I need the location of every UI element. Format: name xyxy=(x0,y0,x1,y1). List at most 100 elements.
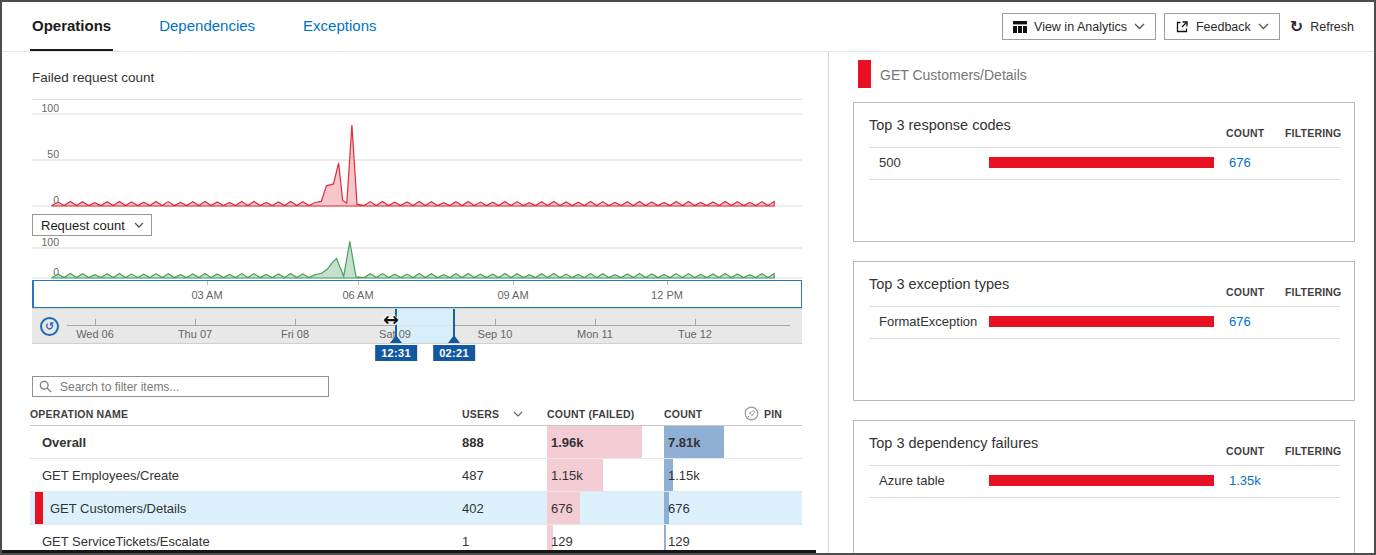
card-title: Top 3 exception types xyxy=(869,276,1009,292)
brush-day-label: Sep 10 xyxy=(478,328,513,340)
divider xyxy=(869,465,1340,466)
card-row-count-link[interactable]: 676 xyxy=(1229,314,1251,329)
count-column-header: COUNT xyxy=(1226,445,1264,457)
brush-handle-end[interactable] xyxy=(453,309,455,343)
brush-day-label: Thu 07 xyxy=(178,328,212,340)
filtering-column-header: FILTERING xyxy=(1285,127,1341,139)
failed-request-chart: 100500 xyxy=(32,99,802,213)
search-box xyxy=(32,376,329,397)
reset-zoom-button[interactable]: ↺ xyxy=(40,317,59,336)
failed-count-value: 1.15k xyxy=(547,468,583,483)
failed-count-value: 1.96k xyxy=(547,435,584,450)
selected-operation-label: GET Customers/Details xyxy=(880,67,1027,83)
top3-card: Top 3 exception types COUNT FILTERING Forma… xyxy=(853,261,1355,401)
filtering-column-header: FILTERING xyxy=(1285,286,1341,298)
refresh-button[interactable]: ↻ Refresh xyxy=(1288,13,1356,40)
divider xyxy=(869,306,1340,307)
axis-tick-label: 12 PM xyxy=(651,289,683,301)
feedback-label: Feedback xyxy=(1196,20,1251,34)
brush-day-label: Wed 06 xyxy=(76,328,114,340)
search-icon xyxy=(39,380,52,393)
header-actions: View in Analytics Feedback ↻ Refresh xyxy=(1002,13,1356,40)
card-row-bar xyxy=(989,475,1214,486)
chevron-down-icon xyxy=(1134,23,1145,30)
operation-name: GET ServiceTickets/Escalate xyxy=(42,534,210,549)
details-panel: GET Customers/Details Top 3 response cod… xyxy=(828,52,1374,553)
tab-dependencies[interactable]: Dependencies xyxy=(157,2,257,51)
app-window: Operations Dependencies Exceptions View in… xyxy=(0,0,1376,555)
table-row[interactable]: GET Customers/Details402676676 xyxy=(30,492,802,525)
feedback-button[interactable]: Feedback xyxy=(1164,13,1280,40)
search-input[interactable] xyxy=(58,379,322,395)
time-axis-box: 03 AM06 AM09 AM12 PM xyxy=(32,280,802,308)
view-in-analytics-button[interactable]: View in Analytics xyxy=(1002,13,1156,40)
card-row-bar xyxy=(989,316,1214,327)
view-in-analytics-label: View in Analytics xyxy=(1034,20,1127,34)
divider xyxy=(869,497,1340,498)
users-value: 487 xyxy=(462,468,484,483)
refresh-label: Refresh xyxy=(1310,20,1354,34)
undo-icon: ↺ xyxy=(45,321,54,332)
users-value: 888 xyxy=(462,435,484,450)
tab-bar: Operations Dependencies Exceptions View in… xyxy=(2,2,1374,52)
brush-day-tick xyxy=(95,319,96,325)
card-row-label: FormatException xyxy=(879,314,977,329)
count-value: 7.81k xyxy=(664,435,701,450)
tab-operations[interactable]: Operations xyxy=(30,2,113,51)
failed-count-value: 129 xyxy=(547,534,573,549)
axis-tick-label: 03 AM xyxy=(191,289,222,301)
request-count-chart: 1000 xyxy=(32,236,802,280)
chevron-down-icon xyxy=(134,222,144,228)
col-operation-name: OPERATION NAME xyxy=(30,408,462,420)
card-row-count-link[interactable]: 676 xyxy=(1229,155,1251,170)
tabs: Operations Dependencies Exceptions xyxy=(30,2,378,51)
axis-tick xyxy=(667,281,668,285)
chevron-down-icon xyxy=(513,411,523,417)
divider xyxy=(869,147,1340,148)
count-column-header: COUNT xyxy=(1226,286,1264,298)
top3-card: Top 3 dependency failuresCOUNTFILTERINGA… xyxy=(853,420,1355,553)
axis-tick xyxy=(358,281,359,285)
table-row[interactable]: GET Employees/Create 487 1.15k 1.15k xyxy=(30,459,802,492)
chevron-down-icon xyxy=(1258,23,1269,30)
axis-tick xyxy=(513,281,514,285)
card-title: Top 3 dependency failures xyxy=(869,435,1038,451)
pin-icon xyxy=(744,406,759,421)
brush-day-tick xyxy=(695,319,696,325)
brush-day-label: Mon 11 xyxy=(577,328,613,340)
table-row[interactable]: Overall 888 1.96k 7.81k xyxy=(30,426,802,459)
tab-exceptions[interactable]: Exceptions xyxy=(301,2,378,51)
table-body: Overall 888 1.96k 7.81k GET Employees/Create… xyxy=(30,426,802,553)
brush-day-tick xyxy=(195,319,196,325)
divider xyxy=(869,179,1340,180)
top3-card: Top 3 response codes COUNT FILTERING 500 676 xyxy=(853,102,1355,242)
count-column-header: COUNT xyxy=(1226,127,1264,139)
brush-end-time-label: 02:21 xyxy=(433,345,475,361)
card-row-bar xyxy=(989,157,1214,168)
brush-start-time-label: 12:31 xyxy=(375,345,417,361)
card-row-label: Azure table xyxy=(879,473,945,488)
failed-count-value: 676 xyxy=(547,501,573,516)
col-count-failed: COUNT (FAILED) xyxy=(547,408,664,420)
metric-dropdown[interactable]: Request count xyxy=(32,214,152,236)
brush-day-tick xyxy=(595,319,596,325)
count-value: 1.15k xyxy=(664,468,700,483)
card-title: Top 3 response codes xyxy=(869,117,1011,133)
axis-tick xyxy=(207,281,208,285)
operation-name: GET Employees/Create xyxy=(42,468,179,483)
bottom-scroll-edge xyxy=(2,550,816,553)
count-value: 676 xyxy=(664,501,690,516)
operation-name: GET Customers/Details xyxy=(50,501,186,516)
refresh-icon: ↻ xyxy=(1290,17,1303,36)
card-row-count-link[interactable]: 1.35k xyxy=(1229,473,1261,488)
brush-day-tick xyxy=(495,319,496,325)
brush-day-tick xyxy=(295,319,296,325)
selected-operation-color-block xyxy=(858,60,871,88)
table-row[interactable]: GET ServiceTickets/Escalate1129129 xyxy=(30,525,802,553)
time-brush[interactable]: ↺ Wed 06Thu 07Fri 08Sat 09Sep 10Mon 11Tu… xyxy=(32,308,802,344)
col-count: COUNT xyxy=(664,408,744,420)
card-row-label: 500 xyxy=(879,155,901,170)
operation-name: Overall xyxy=(42,435,86,450)
axis-tick-label: 06 AM xyxy=(342,289,373,301)
col-users[interactable]: USERS xyxy=(462,408,547,420)
